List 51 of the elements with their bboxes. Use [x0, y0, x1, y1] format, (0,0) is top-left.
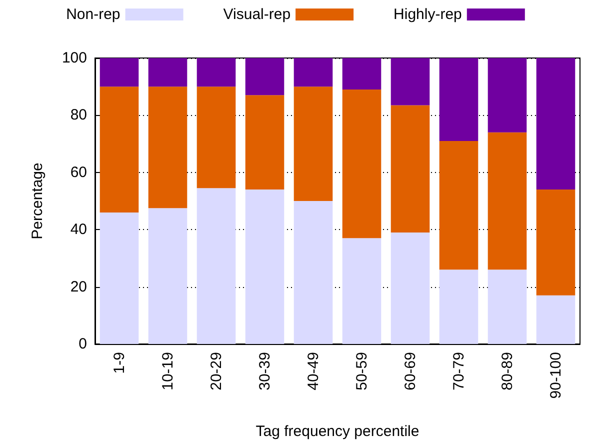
x-axis-title: Tag frequency percentile — [256, 423, 420, 440]
bar — [439, 140, 478, 270]
bar — [342, 89, 382, 238]
legend-label: Non-rep — [66, 6, 120, 23]
bar — [294, 201, 333, 344]
bar — [390, 58, 430, 106]
y-tick-label: 60 — [70, 164, 87, 181]
bar — [390, 232, 430, 344]
bar — [196, 86, 236, 188]
x-tick-label: 50-59 — [353, 352, 370, 390]
x-tick-label: 30-39 — [256, 352, 274, 390]
bar — [196, 188, 236, 344]
bar — [488, 58, 527, 132]
bar — [245, 95, 284, 190]
y-axis-title: Percentage — [29, 162, 46, 240]
x-tick-label: 80-89 — [498, 352, 516, 390]
y-tick-label: 80 — [70, 106, 87, 124]
bar — [536, 190, 576, 296]
x-tick-label: 70-79 — [450, 352, 468, 390]
y-tick-label: 20 — [70, 278, 87, 296]
bar — [439, 270, 478, 344]
x-tick-label: 60-69 — [402, 352, 419, 390]
y-tick-label: 100 — [62, 50, 87, 66]
bar — [488, 132, 527, 270]
bar — [196, 58, 236, 87]
legend-label: Visual-rep — [223, 6, 291, 23]
y-tick-label: 40 — [70, 221, 87, 238]
bar — [536, 58, 576, 190]
bar — [294, 86, 333, 201]
bar — [100, 212, 139, 344]
bar — [488, 270, 527, 344]
bar — [100, 58, 139, 87]
legend-label: Highly-rep — [394, 6, 462, 23]
bar — [536, 295, 576, 344]
bar — [439, 58, 478, 141]
y-tick-label: 0 — [78, 336, 87, 352]
bar — [390, 105, 430, 232]
x-tick-label: 40-49 — [304, 352, 322, 390]
x-tick-label: 20-29 — [208, 352, 225, 390]
bar — [148, 86, 188, 208]
x-tick-label: 90-100 — [547, 352, 564, 399]
x-tick-label: 1-9 — [110, 352, 128, 374]
bar — [148, 208, 188, 344]
bar — [245, 58, 284, 96]
bar — [294, 58, 333, 87]
bar — [148, 58, 188, 87]
bar — [245, 190, 284, 344]
bar — [342, 58, 382, 90]
bar — [342, 238, 382, 344]
bar — [100, 86, 139, 212]
x-tick-label: 10-19 — [159, 352, 176, 390]
